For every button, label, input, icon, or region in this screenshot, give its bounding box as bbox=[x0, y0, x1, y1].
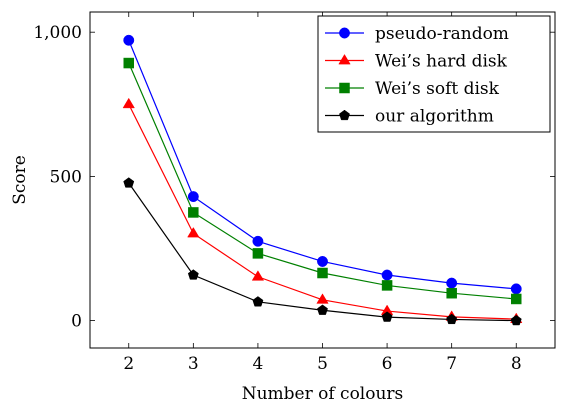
data-point bbox=[381, 280, 393, 291]
series-0 bbox=[123, 34, 522, 295]
legend-marker bbox=[338, 54, 351, 65]
legend-entry: pseudo-random bbox=[325, 24, 509, 44]
x-tick-label: 4 bbox=[253, 354, 264, 374]
legend-marker bbox=[339, 82, 350, 94]
data-point bbox=[252, 248, 264, 259]
data-point bbox=[511, 293, 522, 305]
data-point bbox=[123, 57, 134, 69]
data-point bbox=[510, 283, 522, 295]
data-point bbox=[446, 287, 457, 299]
series-3 bbox=[123, 177, 522, 326]
legend-label: Wei’s hard disk bbox=[375, 52, 508, 72]
legend-entry: Wei’s hard disk bbox=[325, 52, 508, 72]
x-tick-label: 8 bbox=[511, 354, 522, 374]
legend-label: pseudo-random bbox=[375, 24, 509, 44]
x-tick-label: 6 bbox=[382, 354, 393, 374]
data-point bbox=[446, 277, 458, 289]
x-tick-label: 2 bbox=[123, 354, 134, 374]
legend-label: Wei’s soft disk bbox=[375, 79, 500, 99]
y-tick-label: 500 bbox=[50, 167, 82, 187]
legend-entry: Wei’s soft disk bbox=[325, 79, 500, 99]
data-point bbox=[381, 269, 393, 281]
x-tick-label: 7 bbox=[446, 354, 457, 374]
x-axis-label: Number of colours bbox=[242, 384, 404, 404]
series-2 bbox=[123, 57, 522, 305]
data-point bbox=[316, 293, 329, 304]
data-point bbox=[122, 97, 135, 109]
data-point bbox=[317, 256, 328, 267]
legend: pseudo-random Wei’s hard disk Wei’s soft d… bbox=[317, 15, 551, 133]
legend-box bbox=[317, 15, 551, 133]
series-layer bbox=[122, 34, 523, 326]
axes: 2 3 4 5 6 7 8 0 500 1,000 Number of colours Score bbox=[10, 11, 556, 404]
data-point bbox=[188, 207, 199, 218]
data-point bbox=[123, 177, 135, 188]
data-point bbox=[381, 311, 393, 322]
data-point bbox=[510, 314, 522, 326]
x-tick-label: 5 bbox=[317, 354, 328, 374]
y-tick-label: 0 bbox=[71, 312, 82, 332]
legend-marker bbox=[339, 109, 350, 121]
y-axis-label: Score bbox=[10, 155, 30, 205]
legend-entry: our algorithm bbox=[325, 107, 494, 127]
legend-marker bbox=[339, 27, 350, 39]
data-point bbox=[317, 267, 328, 279]
data-point bbox=[123, 34, 135, 46]
series-line bbox=[128, 104, 517, 320]
data-point bbox=[187, 269, 199, 280]
data-point bbox=[187, 227, 200, 238]
data-point bbox=[446, 313, 458, 325]
data-point bbox=[252, 296, 264, 307]
legend-label: our algorithm bbox=[375, 107, 494, 127]
x-tick-label: 3 bbox=[188, 354, 199, 374]
data-point bbox=[317, 304, 328, 315]
data-point bbox=[252, 235, 264, 247]
data-point bbox=[251, 270, 265, 281]
data-point bbox=[187, 191, 199, 203]
y-tick-label: 1,000 bbox=[33, 23, 82, 43]
